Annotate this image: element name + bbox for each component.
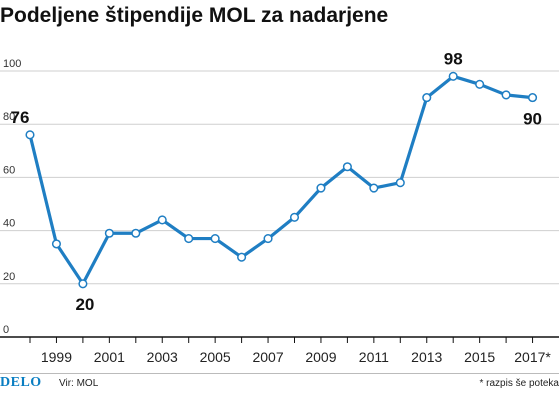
y-tick-label-80: 80 (3, 111, 15, 123)
data-point-2001 (104, 228, 114, 238)
data-point-2016 (501, 90, 511, 100)
brand-logo: DELO (0, 375, 42, 390)
data-point-2005 (210, 234, 220, 244)
data-point-2008 (289, 212, 300, 222)
data-point-1998 (25, 130, 35, 140)
data-point-2012 (395, 178, 405, 188)
data-label-1998: 76 (11, 108, 30, 127)
footnote: * razpis še poteka (479, 378, 559, 389)
data-point-2003 (157, 215, 167, 225)
series-line (28, 74, 535, 286)
x-tick-label-2009: 2009 (305, 349, 336, 365)
y-tick-label-100: 100 (3, 58, 21, 70)
x-tick-label-2013: 2013 (411, 349, 442, 365)
x-tick-label-2005: 2005 (200, 349, 231, 365)
source-note: Vir: MOL (59, 378, 99, 389)
data-point-2007 (263, 234, 273, 244)
data-point-2015 (475, 79, 485, 89)
data-point-2006 (237, 252, 247, 262)
data-point-2000 (78, 279, 88, 289)
y-tick-label-20: 20 (3, 271, 15, 283)
data-label-2017: 90 (523, 110, 542, 129)
x-tick-label-1999: 1999 (41, 349, 72, 365)
data-point-2011 (369, 183, 379, 193)
x-tick-label-2015: 2015 (464, 349, 495, 365)
data-label-2014: 98 (444, 49, 463, 68)
x-tick-label-2001: 2001 (94, 349, 125, 365)
data-point-2010 (342, 162, 352, 172)
x-tick-label-2017: 2017* (514, 349, 551, 365)
x-tick-label-2003: 2003 (147, 349, 178, 365)
x-tick-label-2011: 2011 (359, 349, 389, 365)
data-point-2017 (528, 93, 538, 103)
data-point-2002 (131, 228, 141, 238)
data-point-1999 (51, 239, 62, 249)
footer-divider (0, 373, 559, 374)
data-label-2000: 20 (75, 295, 94, 314)
data-point-2014 (448, 71, 458, 81)
data-point-2013 (422, 93, 432, 103)
x-tick-label-2007: 2007 (252, 349, 283, 365)
y-tick-label-40: 40 (3, 218, 15, 230)
chart-title: Podeljene štipendije MOL za nadarjene (0, 4, 389, 27)
data-point-2004 (184, 234, 194, 244)
y-tick-label-60: 60 (3, 164, 15, 176)
y-tick-label-0: 0 (3, 324, 9, 336)
data-point-2009 (316, 183, 326, 193)
